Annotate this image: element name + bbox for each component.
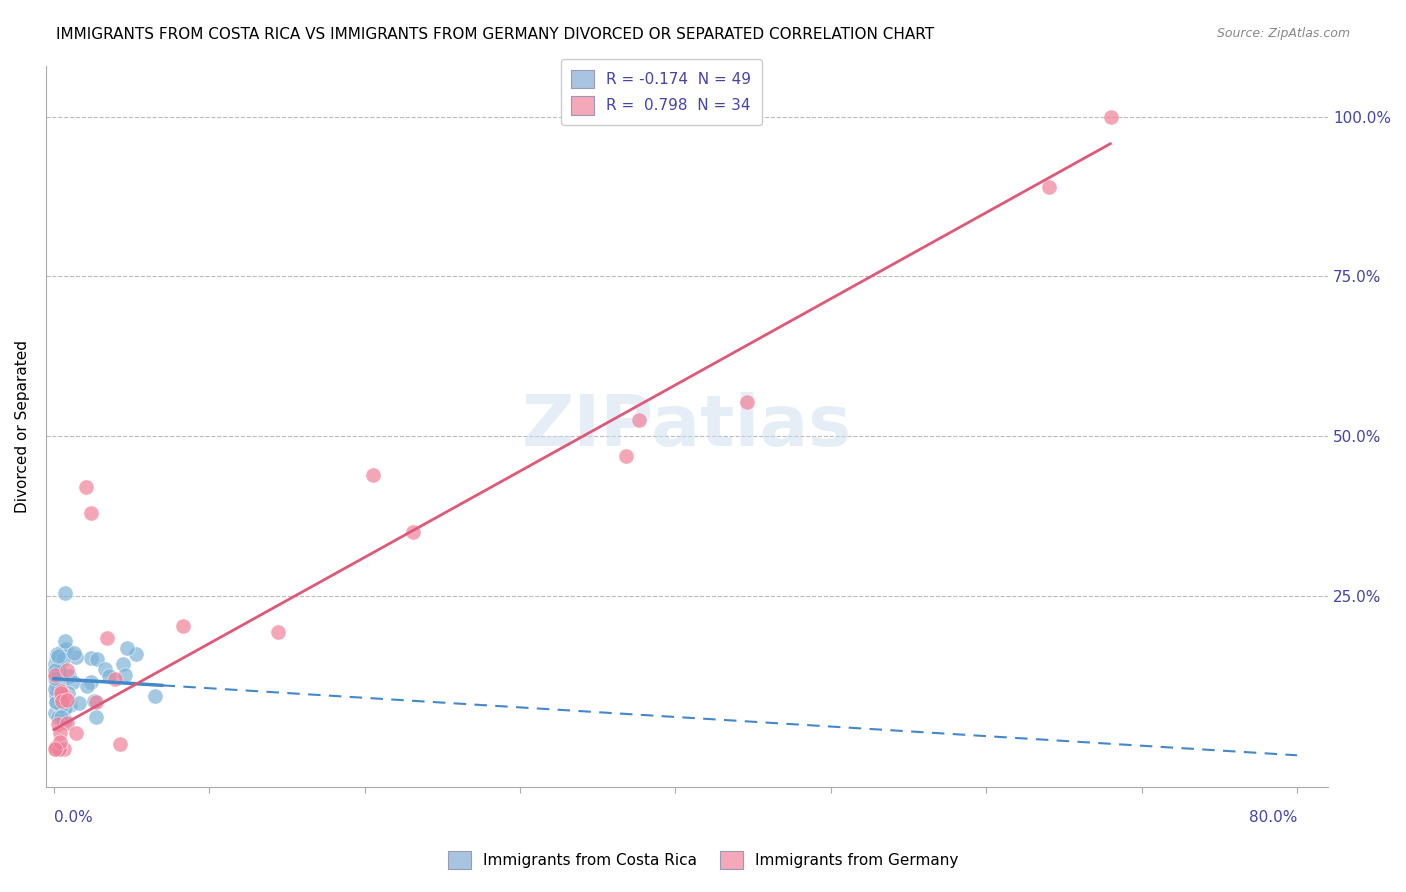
Point xyxy=(48,717,70,731)
Text: ZIPatlas: ZIPatlas xyxy=(522,392,852,461)
Point xyxy=(56,686,79,700)
Point xyxy=(55,692,77,706)
Point xyxy=(94,662,117,676)
Point xyxy=(84,695,107,709)
Text: IMMIGRANTS FROM COSTA RICA VS IMMIGRANTS FROM GERMANY DIVORCED OR SEPARATED CORR: IMMIGRANTS FROM COSTA RICA VS IMMIGRANTS… xyxy=(56,27,935,42)
Point xyxy=(48,742,70,756)
Text: Source: ZipAtlas.com: Source: ZipAtlas.com xyxy=(1216,27,1350,40)
Point xyxy=(52,652,75,666)
Point xyxy=(145,689,167,703)
Point xyxy=(44,657,66,671)
Point xyxy=(112,657,135,671)
Point xyxy=(53,634,76,648)
Point xyxy=(45,685,67,699)
Point xyxy=(49,676,72,690)
Point xyxy=(49,725,72,739)
Point xyxy=(49,690,72,704)
Point xyxy=(65,650,87,665)
Point xyxy=(48,666,70,681)
Legend: R = -0.174  N = 49, R =  0.798  N = 34: R = -0.174 N = 49, R = 0.798 N = 34 xyxy=(561,59,762,125)
Point xyxy=(46,648,69,663)
Point xyxy=(98,668,121,682)
Point xyxy=(55,642,77,657)
Point xyxy=(46,682,69,697)
Point xyxy=(45,688,67,702)
Point xyxy=(83,694,105,708)
Point xyxy=(1038,179,1060,194)
Point xyxy=(53,701,76,715)
Point xyxy=(125,647,148,661)
Point xyxy=(49,686,72,700)
Point xyxy=(53,713,76,727)
Point xyxy=(44,706,66,720)
Point xyxy=(45,677,67,691)
Point xyxy=(114,668,136,682)
Point xyxy=(110,737,132,751)
Point xyxy=(49,734,72,748)
Point xyxy=(52,644,75,658)
Point xyxy=(62,674,84,689)
Text: 0.0%: 0.0% xyxy=(53,810,93,824)
Point xyxy=(59,698,82,713)
Point xyxy=(45,695,67,709)
Point xyxy=(172,619,194,633)
Point xyxy=(48,742,70,756)
Point xyxy=(45,742,67,756)
Point xyxy=(45,652,67,666)
Point xyxy=(402,525,425,540)
Point xyxy=(45,647,67,661)
Point xyxy=(44,671,66,685)
Point xyxy=(75,480,97,494)
Point xyxy=(735,394,758,409)
Point xyxy=(51,698,73,713)
Point xyxy=(1099,110,1122,124)
Text: 80.0%: 80.0% xyxy=(1249,810,1298,824)
Point xyxy=(45,695,67,709)
Point xyxy=(614,449,637,463)
Point xyxy=(46,650,69,665)
Point xyxy=(51,694,73,708)
Point xyxy=(79,506,101,520)
Point xyxy=(267,624,290,639)
Point xyxy=(104,672,127,686)
Point xyxy=(53,586,76,600)
Point xyxy=(44,663,66,677)
Point xyxy=(96,631,118,645)
Point xyxy=(51,683,73,698)
Point xyxy=(363,467,385,482)
Point xyxy=(53,688,76,702)
Point xyxy=(117,641,139,656)
Point xyxy=(84,710,107,724)
Point xyxy=(67,696,90,710)
Point xyxy=(56,715,79,730)
Point xyxy=(56,663,79,677)
Point xyxy=(80,675,103,690)
Point xyxy=(44,681,66,696)
Point xyxy=(58,669,80,683)
Point xyxy=(80,651,103,665)
Point xyxy=(48,665,70,679)
Y-axis label: Divorced or Separated: Divorced or Separated xyxy=(15,340,30,513)
Point xyxy=(44,668,66,682)
Point xyxy=(46,710,69,724)
Legend: Immigrants from Costa Rica, Immigrants from Germany: Immigrants from Costa Rica, Immigrants f… xyxy=(441,845,965,875)
Point xyxy=(45,652,67,666)
Point xyxy=(49,710,72,724)
Point xyxy=(65,725,87,739)
Point xyxy=(45,740,67,755)
Point xyxy=(44,742,66,756)
Point xyxy=(52,742,75,756)
Point xyxy=(86,651,108,665)
Point xyxy=(63,646,86,660)
Point xyxy=(628,413,651,427)
Point xyxy=(76,679,98,693)
